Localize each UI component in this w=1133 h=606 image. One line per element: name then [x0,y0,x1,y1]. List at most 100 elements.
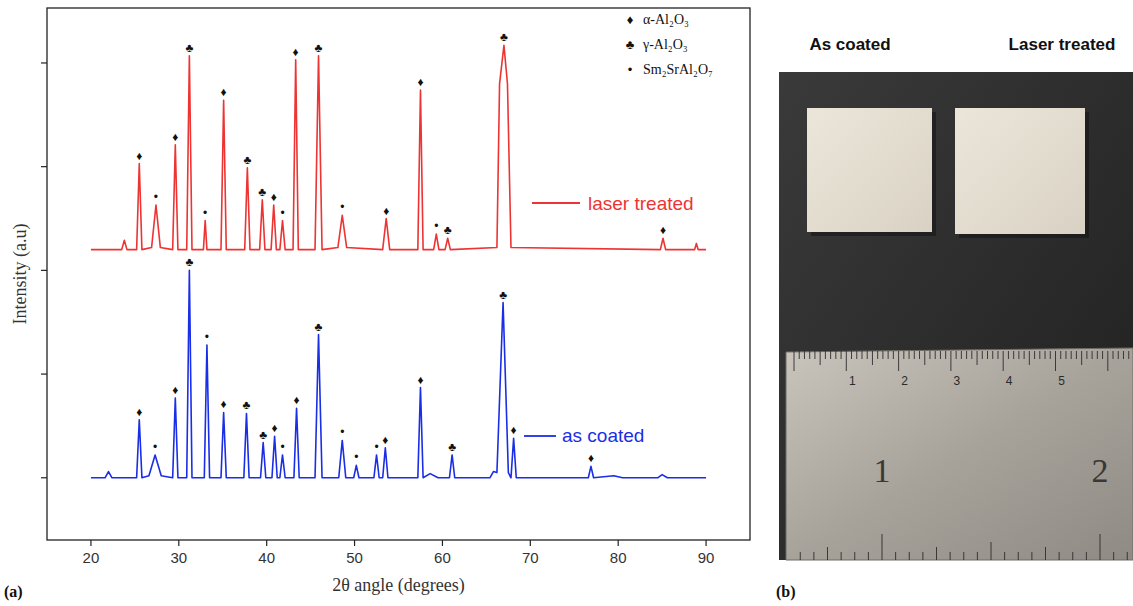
ruler-inch-tick [841,552,842,560]
ruler-tick [799,351,800,359]
xrd-line [91,45,706,249]
ruler-tick [872,351,873,365]
peak-symbol: • [154,190,158,204]
ruler-tick [1008,351,1009,359]
peak-symbol: ♣ [185,255,193,269]
peak-symbol: • [340,200,344,214]
ruler-cm-label: 5 [1058,374,1065,388]
ruler-tick [1092,351,1093,359]
ruler-inch-tick [1031,552,1032,560]
series-key-line [532,202,580,204]
ruler-inch-tick [882,534,883,560]
ruler-inch-tick [1004,552,1005,560]
ruler-tick [1034,351,1035,359]
ruler-cm-label: 1 [849,374,856,388]
ruler-tick [903,351,904,359]
ruler-tick [992,351,993,359]
ruler-inch-tick [1086,552,1087,560]
x-tick [705,540,706,546]
ruler-tick [961,351,962,359]
peak-symbol: ♣ [259,428,267,442]
peak-symbol: ♦ [221,85,227,99]
series-key-line [524,435,556,437]
peak-symbol: • [374,440,378,454]
ruler-inch-tick [991,542,992,560]
ruler-tick [1071,351,1072,359]
peak-symbol: ♣ [315,41,323,55]
x-tick [354,540,355,546]
panel-letter: (b) [776,583,796,601]
peak-symbol: ♣ [243,153,251,167]
peak-symbol: ♣ [500,30,508,44]
legend-label: γ-Al₂O₃ [642,37,688,52]
peak-symbol: ♣ [444,223,452,237]
peak-symbol: ♣ [258,185,266,199]
ruler-inch-tick [1100,534,1101,560]
sample-label: As coated [809,35,890,54]
peak-symbol: ♣ [315,320,323,334]
x-tick-label: 80 [610,549,627,566]
peak-symbol: ♦ [172,130,178,144]
ruler-tick [987,351,988,359]
ruler-tick [830,351,831,359]
ruler-tick [1029,351,1030,365]
peak-symbol: ♦ [293,45,299,59]
peak-symbol: ♦ [417,373,423,387]
series-label: laser treated [588,193,694,214]
photo-background [779,72,1133,560]
peak-symbol: • [434,219,438,233]
ruler-tick [841,351,842,359]
ruler-tick [888,351,889,359]
ruler-tick [997,351,998,359]
x-tick [90,540,91,546]
ruler-tick [1055,351,1056,371]
ruler-cm-label: 4 [1006,374,1013,388]
ruler-tick [820,351,821,365]
ruler-tick [846,351,847,371]
ruler-tick [977,351,978,365]
peak-symbol: ♦ [417,75,423,89]
peak-symbol: ♦ [136,405,142,419]
ruler-tick [877,351,878,359]
legend: ♦α-Al₂O₃♣γ-Al₂O₃•Sm₂SrAl₂O₇ [626,12,713,77]
ruler-inch-tick [813,552,814,560]
peak-symbol: ♦ [383,204,389,218]
ruler-cm-label: 3 [954,374,961,388]
peak-symbol: ♦ [136,149,142,163]
x-tick-label: 50 [346,549,363,566]
ruler-tick [804,351,805,359]
peak-symbol: • [280,206,284,220]
ruler-tick [1102,351,1103,359]
peak-symbol: • [354,450,358,464]
photo: 1234512 [779,72,1133,560]
ruler [786,348,1133,560]
ruler-inch-label: 1 [874,452,891,489]
peak-symbol: • [280,440,284,454]
x-tick [530,540,531,546]
series-label: as coated [562,425,644,446]
legend-symbol: ♣ [626,37,635,52]
ruler-tick [1097,351,1098,359]
ruler-tick [1065,351,1066,359]
x-tick-label: 20 [83,549,100,566]
ruler-tick [1003,351,1004,371]
plot-frame [47,8,750,540]
y-tick [41,270,47,271]
panel-letter: (a) [4,583,23,601]
peak-symbol: • [340,425,344,439]
ruler-tick [825,351,826,359]
ruler-tick [1060,351,1061,359]
peak-symbol: ♦ [172,383,178,397]
ruler-tick [909,351,910,359]
ruler-tick [851,351,852,359]
ruler-inch-tick [1045,547,1046,560]
ruler-inch-tick [1018,552,1019,560]
x-tick-label: 90 [698,549,715,566]
y-tick [41,477,47,478]
ruler-tick [794,351,795,371]
ruler-tick [1039,351,1040,359]
ruler-tick [1123,351,1124,359]
ruler-tick [935,351,936,359]
ruler-tick [1076,351,1077,359]
peak-symbol: ♣ [243,398,251,412]
